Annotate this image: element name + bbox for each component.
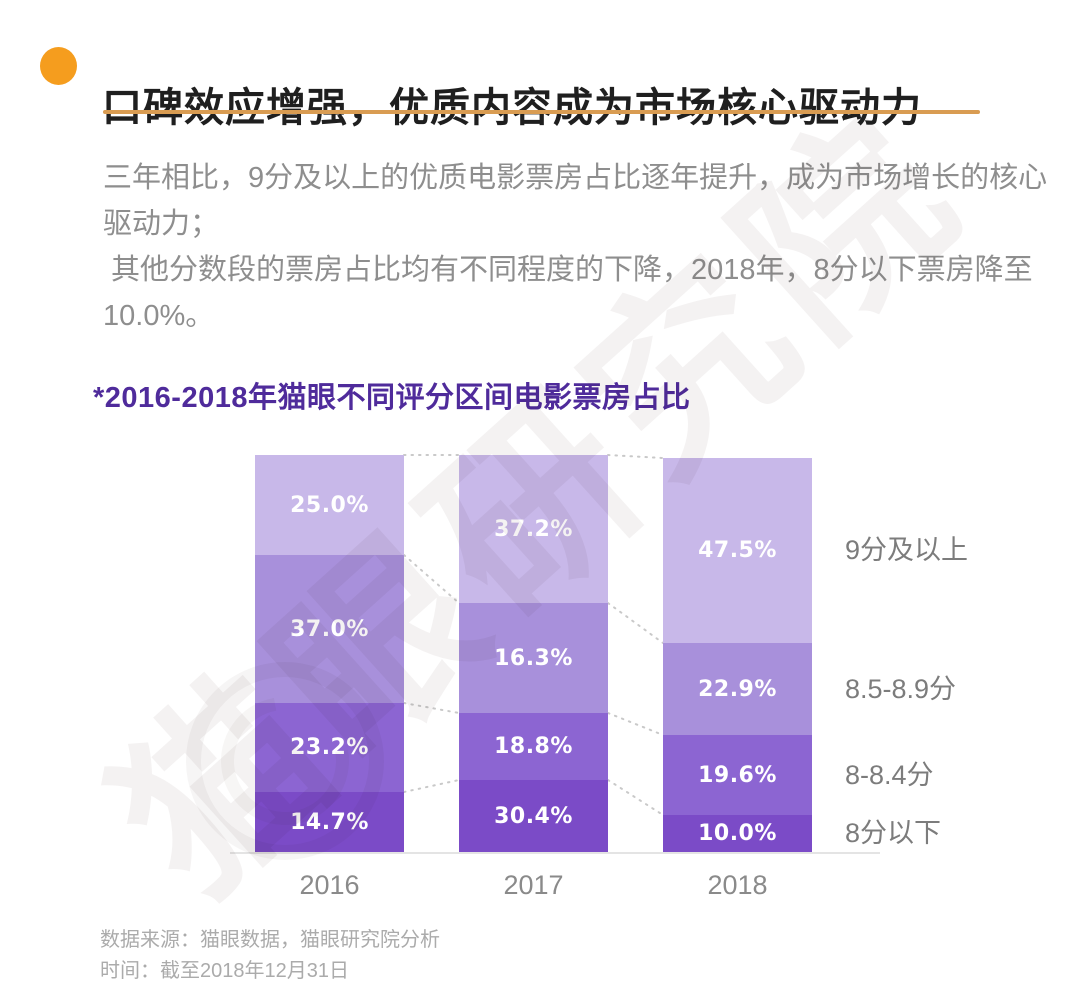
data-source-note: 数据来源：猫眼数据，猫眼研究院分析	[100, 929, 440, 951]
segment-value-label: 37.2%	[494, 516, 573, 542]
segment-value-label: 10.0%	[698, 821, 777, 846]
summary-line: 其他分数段的票房占比均有不同程度的下降，2018年，8分以下票房降至	[111, 254, 1033, 286]
bar-segment: 23.2%	[255, 703, 404, 792]
summary-line: 驱动力；	[103, 208, 220, 240]
stacked-bar-2018: 47.5% 22.9% 19.6% 10.0%	[663, 458, 812, 852]
bar-segment: 10.0%	[663, 815, 812, 852]
segment-value-label: 23.2%	[290, 735, 369, 760]
segment-value-label: 14.7%	[290, 809, 369, 835]
bar-segment: 16.3%	[459, 603, 608, 713]
segment-value-label: 47.5%	[698, 538, 777, 563]
segment-value-label: 22.9%	[698, 676, 777, 702]
chart-title: *2016-2018年猫眼不同评分区间电影票房占比	[93, 382, 691, 414]
chart-canvas: 25.0% 37.0% 23.2% 14.7% 2016 37.2% 16.3% 18.8% 3…	[0, 440, 1080, 910]
bar-segment: 37.2%	[459, 455, 608, 603]
stacked-bar-2017: 37.2% 16.3% 18.8% 30.4%	[459, 455, 608, 852]
x-axis-label-2017: 2017	[503, 870, 564, 900]
bar-segment: 18.8%	[459, 713, 608, 780]
legend-label: 9分及以上	[845, 535, 969, 565]
segment-value-label: 30.4%	[494, 803, 573, 829]
orange-bullet-icon	[40, 47, 77, 85]
summary-text: 三年相比，9分及以上的优质电影票房占比逐年提升，成为市场增长的核心 驱动力； 其…	[103, 155, 1048, 339]
bar-segment: 30.4%	[459, 780, 608, 852]
bar-segment: 22.9%	[663, 643, 812, 735]
bar-segment: 47.5%	[663, 458, 812, 643]
title-underline	[103, 110, 980, 114]
summary-line: 三年相比，9分及以上的优质电影票房占比逐年提升，成为市场增长的核心	[103, 162, 1048, 194]
stacked-bar-2016: 25.0% 37.0% 23.2% 14.7%	[255, 455, 404, 852]
legend-label: 8-8.4分	[845, 760, 934, 790]
bar-segment: 14.7%	[255, 792, 404, 852]
segment-value-label: 25.0%	[290, 492, 369, 518]
page-title: 口碑效应增强，优质内容成为市场核心驱动力	[102, 85, 922, 130]
segment-value-label: 37.0%	[290, 616, 369, 642]
segment-value-label: 19.6%	[698, 762, 777, 788]
x-axis-label-2018: 2018	[707, 870, 768, 900]
summary-line: 10.0%。	[103, 300, 215, 332]
time-note: 时间：截至2018年12月31日	[100, 960, 349, 982]
bar-segment: 19.6%	[663, 735, 812, 815]
bar-segment: 25.0%	[255, 455, 404, 555]
bar-segment: 37.0%	[255, 555, 404, 703]
segment-value-label: 18.8%	[494, 734, 573, 759]
legend-label: 8分以下	[845, 818, 942, 848]
x-axis-label-2016: 2016	[299, 870, 360, 900]
legend-label: 8.5-8.9分	[845, 674, 957, 704]
segment-value-label: 16.3%	[494, 645, 573, 671]
footer-notes: 数据来源：猫眼数据，猫眼研究院分析 时间：截至2018年12月31日	[100, 925, 440, 987]
